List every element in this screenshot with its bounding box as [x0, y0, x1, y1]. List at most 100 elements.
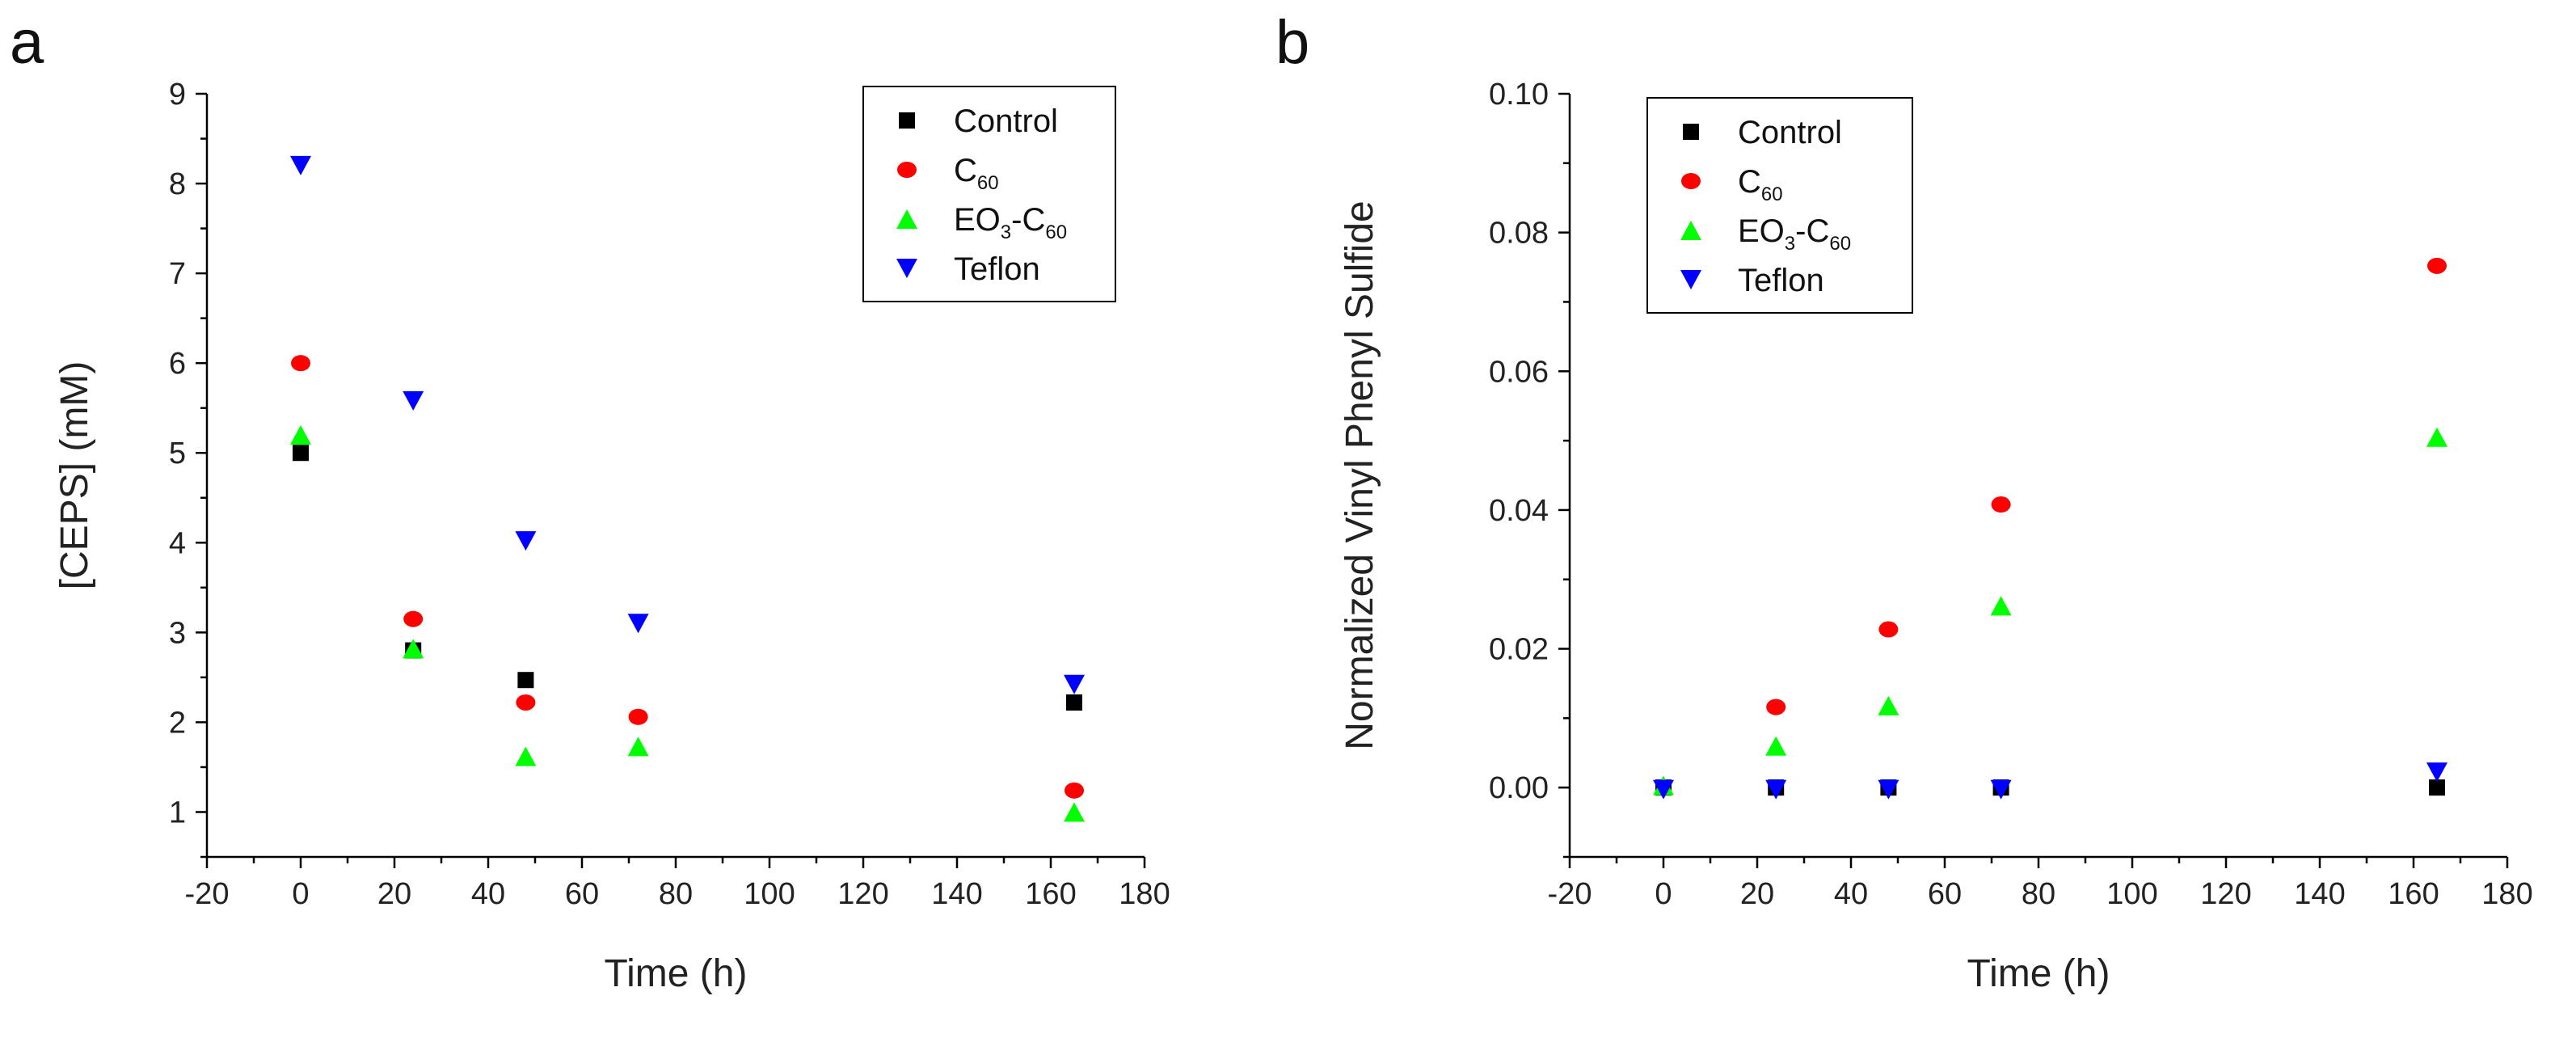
data-point-c60	[403, 610, 424, 627]
data-point-teflon	[1765, 779, 1787, 800]
y-tick-label: 0.04	[1489, 494, 1549, 528]
legend-label-main: C	[954, 153, 977, 188]
x-tick-label: 120	[837, 877, 888, 911]
legend-label-c60: C60	[1738, 164, 1783, 205]
y-axis-title: Normalized Vinyl Phenyl Sulfide	[1339, 200, 1381, 749]
y-tick-label: 2	[169, 706, 186, 740]
y-tick-label: 5	[169, 437, 186, 470]
legend-label-part: -C	[1795, 213, 1829, 249]
x-tick-label: 20	[377, 877, 411, 911]
y-tick-label: 8	[169, 167, 186, 201]
data-point-teflon	[1990, 779, 2012, 800]
x-tick-label: 0	[1655, 877, 1672, 911]
data-point-c60	[291, 355, 310, 372]
y-tick-label: 7	[169, 257, 186, 291]
legend-marker-eo3-c60	[1680, 221, 1701, 240]
legend-label-sub: 60	[977, 172, 999, 194]
x-tick-label: 60	[565, 877, 599, 911]
data-point-c60	[628, 708, 648, 725]
legend-label-sub: 60	[1761, 184, 1783, 205]
legend-label-main: Teflon	[1738, 263, 1824, 298]
data-point-c60	[1065, 782, 1084, 799]
y-axis-title: [CEPS] (mM)	[53, 361, 96, 590]
legend-label-control: Control	[1738, 115, 1842, 150]
data-point-control	[2429, 779, 2445, 796]
data-point-eo3-c60	[627, 736, 649, 757]
x-tick-label: 180	[1119, 877, 1170, 911]
y-tick-label: 0.02	[1489, 633, 1549, 667]
x-tick-label: 100	[2106, 877, 2157, 911]
data-point-teflon	[1878, 779, 1899, 800]
legend-label-part: 60	[1829, 233, 1851, 255]
legend-label-teflon: Teflon	[954, 251, 1040, 287]
legend-label-main: Teflon	[954, 251, 1040, 287]
data-point-c60	[1766, 698, 1786, 715]
x-tick-label: -20	[185, 877, 230, 911]
data-point-teflon	[627, 614, 649, 634]
x-tick-label: 160	[1025, 877, 1076, 911]
data-point-eo3-c60	[2426, 427, 2447, 447]
x-tick-label: 180	[2481, 877, 2532, 911]
panel-a-chart: a -20 0 20 40 60 80 100 120 140 160 180 1 2 3 4 5 6 7 8 9 Tim…	[10, 8, 1170, 995]
legend-label-part: EO	[1738, 213, 1785, 249]
y-tick-label: 4	[169, 526, 186, 560]
x-tick-label: 100	[744, 877, 795, 911]
data-point-eo3-c60	[1765, 736, 1787, 756]
panel-label: a	[10, 8, 44, 77]
data-point-eo3-c60	[1064, 802, 1085, 822]
x-tick-label: 0	[292, 877, 309, 911]
x-tick-label: 80	[659, 877, 693, 911]
data-point-teflon	[2426, 762, 2447, 783]
panel-label: b	[1275, 8, 1309, 77]
y-tick-label: 0.00	[1489, 771, 1549, 805]
x-tick-label: 140	[931, 877, 982, 911]
data-point-eo3-c60	[1878, 695, 1899, 715]
data-point-c60	[1991, 496, 2011, 513]
data-point-c60	[1878, 621, 1899, 638]
legend-label-c60: C60	[954, 153, 999, 194]
data-point-control	[1066, 694, 1082, 711]
y-tick-label: 0.10	[1489, 78, 1549, 112]
legend-label-eo3-c60: EO3-C60	[954, 202, 1067, 243]
data-point-teflon	[403, 390, 424, 411]
x-tick-label: 40	[471, 877, 505, 911]
legend-label-part: EO	[954, 202, 1001, 238]
y-tick-label: 6	[169, 347, 186, 381]
legend-label-main: Control	[954, 103, 1058, 139]
x-tick-label: 60	[1928, 877, 1962, 911]
data-point-eo3-c60	[1990, 596, 2012, 616]
legend-label-eo3-c60: EO3-C60	[1738, 213, 1851, 255]
y-tick-label: 3	[169, 616, 186, 650]
legend-label-part: -C	[1011, 202, 1045, 238]
legend: Control C60 EO3-C60 Teflon	[862, 86, 1116, 302]
legend-label-part: 3	[1785, 233, 1795, 255]
legend-marker-c60	[1681, 173, 1701, 189]
legend-label-main: C	[1738, 164, 1761, 200]
y-tick-label: 1	[169, 795, 186, 829]
legend-label-main: Control	[1738, 115, 1842, 150]
legend-label-control: Control	[954, 103, 1058, 139]
panel-b-chart: b -20 0 20 40 60 80 100 120 140 160 180 0.00 0.02 0.04…	[1275, 8, 2533, 995]
data-point-eo3-c60	[403, 639, 424, 659]
data-point-eo3-c60	[290, 425, 311, 445]
x-tick-label: 160	[2388, 877, 2439, 911]
data-point-control	[293, 445, 309, 462]
data-point-eo3-c60	[515, 746, 537, 766]
y-tick-label: 9	[169, 78, 186, 112]
x-tick-label: 120	[2200, 877, 2251, 911]
legend-marker-teflon	[896, 259, 917, 278]
data-point-c60	[516, 694, 536, 711]
data-point-c60	[2427, 257, 2447, 274]
data-point-teflon	[1653, 779, 1674, 800]
data-point-control	[517, 672, 534, 689]
legend-marker-control	[1683, 124, 1699, 140]
legend-marker-control	[899, 112, 915, 129]
x-axis-title: Time (h)	[1967, 952, 2110, 995]
legend-marker-teflon	[1680, 270, 1701, 289]
legend-label-teflon: Teflon	[1738, 263, 1824, 298]
data-point-teflon	[515, 531, 537, 551]
x-tick-label: 140	[2294, 877, 2345, 911]
x-tick-label: 20	[1740, 877, 1774, 911]
